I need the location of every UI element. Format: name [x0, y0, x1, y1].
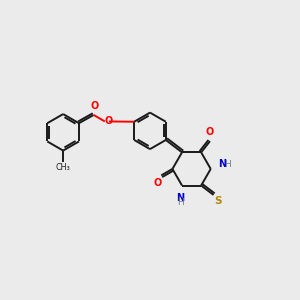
Text: O: O: [153, 178, 161, 188]
Text: S: S: [214, 196, 222, 206]
Text: O: O: [105, 116, 113, 126]
Text: H: H: [224, 160, 230, 169]
Text: CH₃: CH₃: [56, 163, 70, 172]
Text: O: O: [206, 127, 214, 137]
Text: N: N: [176, 193, 184, 203]
Text: N: N: [218, 159, 226, 169]
Text: O: O: [90, 101, 98, 111]
Text: H: H: [177, 199, 184, 208]
